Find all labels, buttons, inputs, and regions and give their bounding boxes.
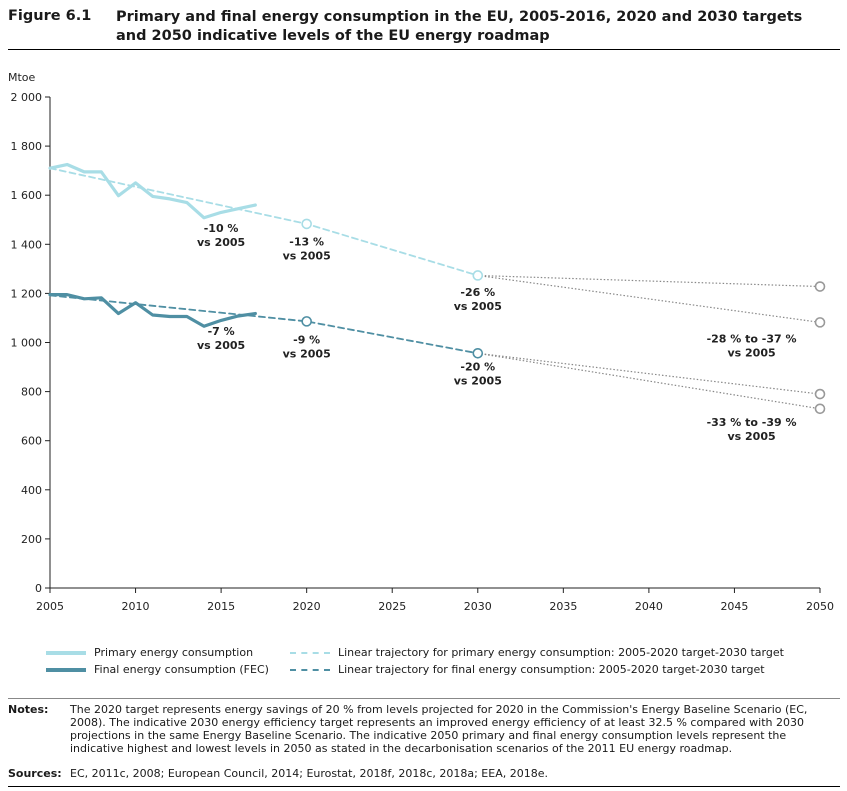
target-marker xyxy=(301,218,312,230)
y-tick-label: 1 800 xyxy=(11,140,43,153)
series-line-0 xyxy=(48,162,257,220)
annotation-label: -20 % xyxy=(460,361,495,374)
annotation-label: vs 2005 xyxy=(454,300,502,313)
y-tick-label: 800 xyxy=(21,386,42,399)
sources: Sources: EC, 2011c, 2008; European Counci… xyxy=(8,767,548,780)
notes-label: Notes: xyxy=(8,703,49,716)
legend-label-primary: Primary energy consumption xyxy=(94,646,254,659)
header-rule xyxy=(8,49,840,50)
x-tick-label: 2050 xyxy=(806,600,834,613)
y-tick-label: 1 600 xyxy=(11,189,43,202)
y-tick-label: 0 xyxy=(35,582,42,595)
annotation-label: -33 % to -39 % xyxy=(707,416,797,429)
series-line-2 xyxy=(49,167,479,277)
series-line-3 xyxy=(49,294,479,355)
x-tick-label: 2040 xyxy=(635,600,663,613)
annotation-label: vs 2005 xyxy=(197,236,245,249)
annotation-label: vs 2005 xyxy=(283,348,331,361)
annotation-label: vs 2005 xyxy=(197,339,245,352)
figure-title: Primary and final energy consumption in … xyxy=(116,9,803,44)
y-tick-label: 1 400 xyxy=(11,238,43,251)
annotation-label: -28 % to -37 % xyxy=(707,333,797,346)
annotation-label: vs 2005 xyxy=(727,430,775,443)
annotation-label: vs 2005 xyxy=(283,250,331,263)
y-tick-label: 2 000 xyxy=(11,91,43,104)
target-marker xyxy=(472,270,484,281)
y-axis-label: Mtoe xyxy=(8,71,36,84)
x-tick-label: 2015 xyxy=(207,600,235,613)
legend-item-primary: Primary energy consumption xyxy=(46,644,269,661)
y-tick-label: 400 xyxy=(21,484,42,497)
sources-label: Sources: xyxy=(8,767,62,780)
sources-text: EC, 2011c, 2008; European Council, 2014;… xyxy=(70,767,548,780)
x-tick-label: 2045 xyxy=(720,600,748,613)
x-tick-label: 2020 xyxy=(293,600,321,613)
x-tick-label: 2035 xyxy=(549,600,577,613)
target-marker xyxy=(301,316,312,327)
legend-label-primary-trajectory: Linear trajectory for primary energy con… xyxy=(338,646,784,659)
annotation-label: vs 2005 xyxy=(727,347,775,360)
range-line xyxy=(477,274,821,323)
target-marker xyxy=(814,388,826,400)
notes-text: The 2020 target represents energy saving… xyxy=(70,703,808,755)
energy-chart: Mtoe 0 200 400 600 800 1 000 1 200 1 400 1 600 1 8… xyxy=(8,71,834,613)
legend-item-final: Final energy consumption (FEC) xyxy=(46,661,269,678)
range-line xyxy=(477,352,821,410)
x-tick-label: 2025 xyxy=(378,600,406,613)
target-marker xyxy=(472,348,484,359)
notes-rule xyxy=(8,698,840,699)
y-tick-label: 1 000 xyxy=(11,337,43,350)
legend-swatch-final-trajectory xyxy=(290,668,330,671)
x-tick-label: 2030 xyxy=(464,600,492,613)
annotation-label: -13 % xyxy=(289,236,324,249)
x-tick-label: 2005 xyxy=(36,600,64,613)
legend-right: Linear trajectory for primary energy con… xyxy=(290,644,784,678)
annotation-label: -9 % xyxy=(293,334,320,347)
legend-left: Primary energy consumption Final energy … xyxy=(46,644,269,678)
annotation-label: -7 % xyxy=(208,325,235,338)
y-tick-label: 1 200 xyxy=(11,287,43,300)
legend-label-final-trajectory: Linear trajectory for final energy consu… xyxy=(338,663,765,676)
y-tick-label: 600 xyxy=(21,435,42,448)
target-marker xyxy=(814,281,826,292)
legend-item-primary-trajectory: Linear trajectory for primary energy con… xyxy=(290,644,784,661)
range-line xyxy=(477,274,821,288)
legend-item-final-trajectory: Linear trajectory for final energy consu… xyxy=(290,661,784,678)
target-marker xyxy=(814,317,826,328)
legend-swatch-primary xyxy=(46,650,86,655)
x-tick-label: 2010 xyxy=(122,600,150,613)
range-line xyxy=(477,352,821,395)
legend-swatch-final xyxy=(46,667,86,672)
annotation-label: vs 2005 xyxy=(454,375,502,388)
annotation-label: -10 % xyxy=(204,222,239,235)
footer-rule xyxy=(8,786,840,787)
figure-number: Figure 6.1 xyxy=(8,8,92,24)
legend-swatch-primary-trajectory xyxy=(290,651,330,654)
target-marker xyxy=(814,403,826,415)
annotation-label: -26 % xyxy=(460,286,495,299)
legend-label-final: Final energy consumption (FEC) xyxy=(94,663,269,676)
y-tick-label: 200 xyxy=(21,533,42,546)
